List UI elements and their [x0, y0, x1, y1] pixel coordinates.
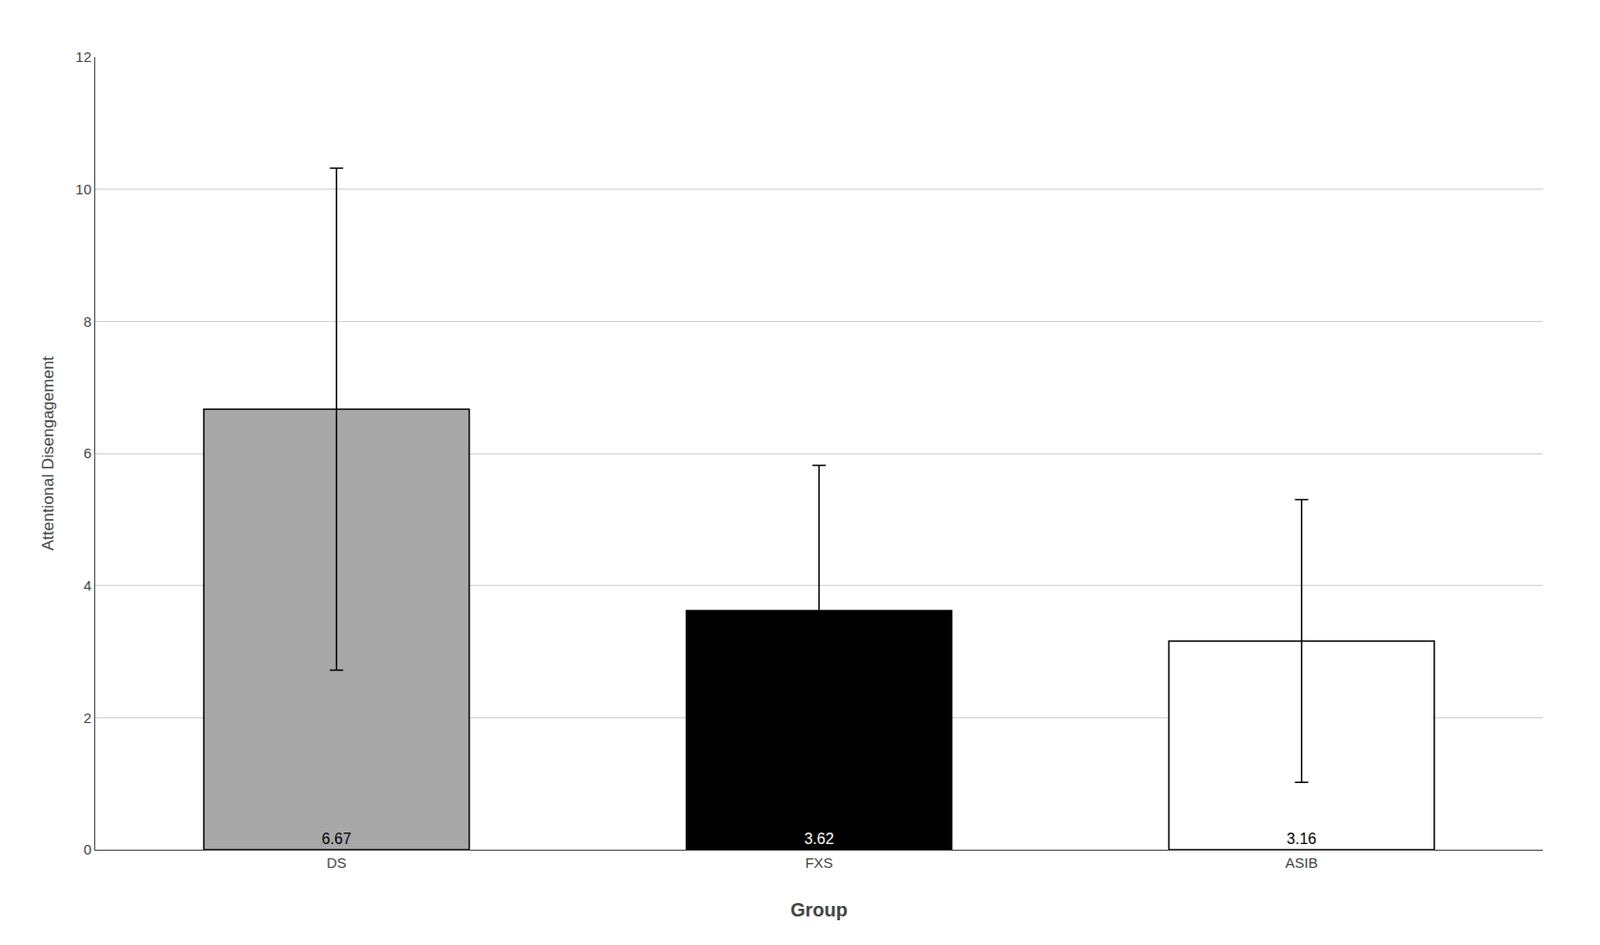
svg-text:8: 8 — [83, 313, 92, 330]
svg-text:Attentional Disengagement: Attentional Disengagement — [39, 356, 58, 551]
svg-text:2: 2 — [83, 709, 92, 726]
svg-text:DS: DS — [326, 854, 347, 871]
svg-text:3.62: 3.62 — [803, 830, 834, 847]
svg-text:6.67: 6.67 — [321, 830, 352, 847]
svg-text:3.16: 3.16 — [1286, 830, 1317, 847]
svg-text:0: 0 — [83, 840, 92, 858]
svg-text:ASIB: ASIB — [1285, 854, 1319, 871]
svg-text:Group: Group — [790, 899, 848, 920]
svg-text:12: 12 — [75, 48, 92, 65]
svg-text:10: 10 — [75, 180, 92, 198]
svg-text:FXS: FXS — [804, 854, 833, 871]
svg-text:4: 4 — [83, 577, 92, 594]
svg-text:6: 6 — [83, 444, 92, 461]
